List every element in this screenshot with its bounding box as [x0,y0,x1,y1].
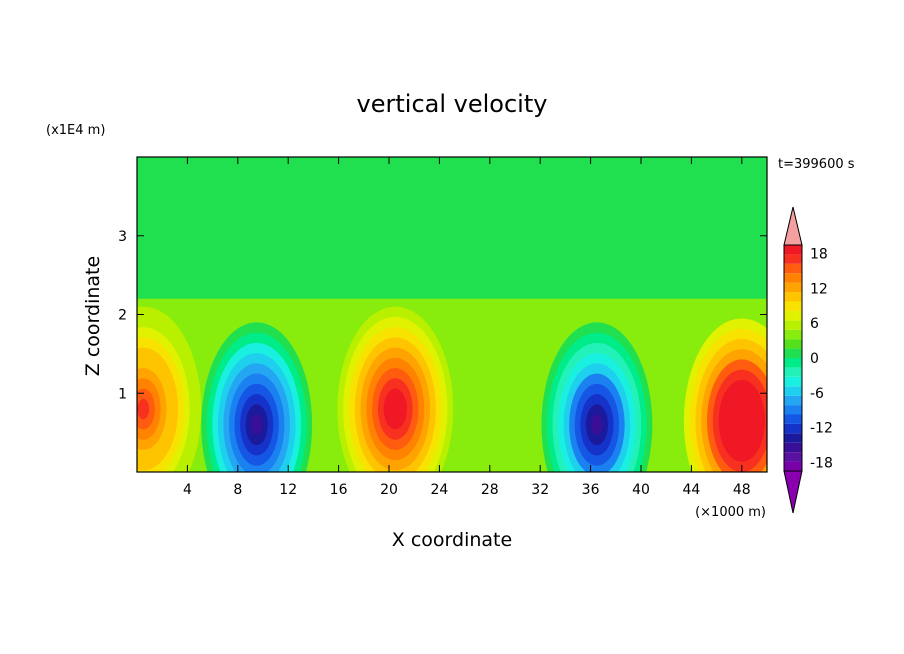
colorbar-tick-label: -6 [810,386,824,402]
time-label: t=399600 s [778,157,855,172]
colorbar-swatch [784,301,802,311]
x-tick-label: 28 [481,482,499,498]
x-tick-label: 36 [582,482,600,498]
y-tick-label: 1 [118,386,127,402]
x-tick-label: 48 [733,482,751,498]
colorbar-swatch [784,282,802,293]
x-tick-label: 12 [279,482,297,498]
colorbar-extend-low [783,470,803,514]
colorbar-swatch [784,423,802,434]
colorbar-swatch [784,358,802,368]
x-axis-ticks: 4 8 12 16 20 24 28 32 36 40 44 48 [183,157,751,498]
colorbar-tick-label: 18 [810,247,828,263]
x-axis-label: X coordinate [392,529,512,551]
x-tick-label: 8 [233,482,242,498]
colorbar-swatch [784,339,802,349]
x-tick-label: 24 [430,482,448,498]
x-tick-label: 44 [682,482,700,498]
colorbar-swatch [784,376,802,387]
colorbar-tick-label: -12 [810,421,833,437]
colorbar-tick-label: -18 [810,455,833,471]
colorbar-swatch [784,348,802,358]
y-axis-label: Z coordinate [82,256,104,376]
colorbar-swatch [784,452,802,462]
x-tick-label: 16 [330,482,348,498]
contour-level-4-9 [736,410,748,432]
colorbar-swatch [784,292,802,302]
x-tick-label: 4 [183,482,192,498]
x-tick-label: 32 [531,482,549,498]
colorbar-swatch [784,367,802,377]
colorbar-swatch [784,414,802,424]
chart-title: vertical velocity [357,90,548,118]
contour-level-0-9 [137,398,150,420]
colorbar-swatch [784,329,802,340]
colorbar-tick-label: 0 [810,351,819,367]
colorbar: 18 12 6 0 -6 -12 -18 [783,206,833,514]
y-tick-label: 2 [118,308,127,324]
colorbar-swatch [784,273,802,283]
colorbar-swatch [784,386,802,396]
colorbar-swatch [784,245,802,255]
y-axis-ticks: 1 2 3 [118,229,767,402]
colorbar-swatch [784,254,802,264]
colorbar-swatch [784,433,802,443]
colorbar-swatch [784,310,802,321]
colorbar-extend-high [783,206,803,246]
colorbar-swatch [784,442,802,453]
contour-fills [137,298,767,472]
colorbar-swatch [784,395,802,406]
colorbar-swatch [784,320,802,330]
contour-level-1-9 [251,414,263,435]
contour-level-3-9 [591,414,603,435]
colorbar-tick-label: 12 [810,281,828,297]
y-tick-label: 3 [118,229,127,245]
colorbar-swatch [784,405,802,415]
colorbar-tick-label: 6 [810,316,819,332]
contour-plot-area: 4 8 12 16 20 24 28 32 36 40 44 48 123 [118,156,768,498]
colorbar-swatch [784,263,802,274]
x-tick-label: 40 [632,482,650,498]
x-tick-label: 20 [380,482,398,498]
colorbar-swatch [784,461,802,471]
contour-level-2-9 [389,398,402,420]
colorbar-frame [783,244,803,472]
y-axis-unit: (x1E4 m) [46,123,105,138]
x-axis-unit: (×1000 m) [695,505,766,520]
